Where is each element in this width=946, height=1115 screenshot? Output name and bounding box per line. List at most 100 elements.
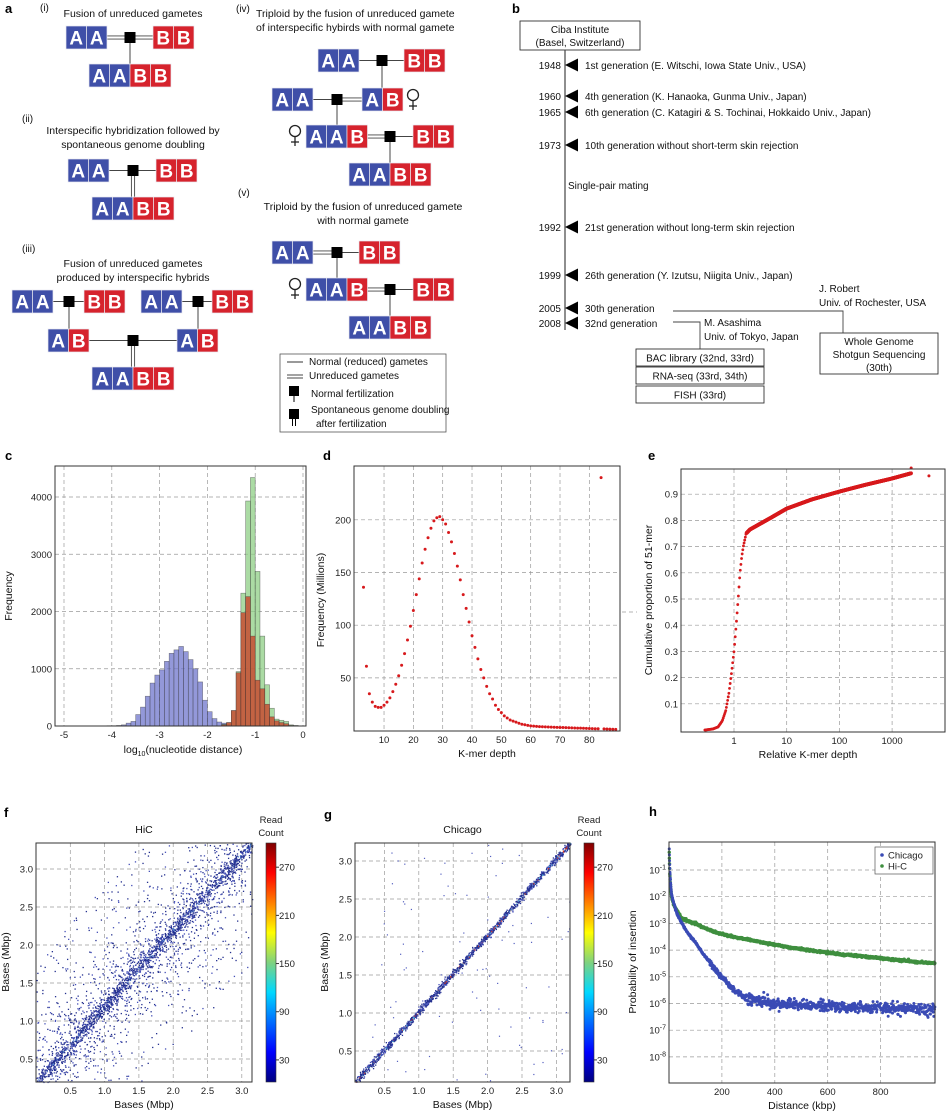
heatmap-cell: [185, 925, 187, 927]
heatmap-cell: [83, 1020, 86, 1022]
heatmap-cell: [185, 910, 188, 912]
heatmap-cell: [166, 991, 168, 994]
data-point: [537, 725, 541, 729]
heatmap-cell: [102, 1058, 104, 1061]
heatmap-cell: [126, 948, 129, 950]
heatmap-cell: [107, 957, 109, 960]
event-text: 6th generation (C. Katagiri & S. Tochina…: [585, 108, 871, 119]
data-point: [373, 704, 377, 708]
heatmap-cell: [222, 884, 224, 886]
panel-c-histogram: -5 -4 -3 -2 -1 001000200030004000Frequencylog…: [3, 465, 307, 758]
heatmap-cell: [210, 875, 212, 877]
heatmap-cell: [92, 1026, 95, 1028]
heatmap-cell: [116, 994, 118, 997]
heatmap-cell: [71, 1021, 73, 1024]
heatmap-cell: [244, 871, 246, 873]
heatmap-cell: [139, 930, 141, 932]
heatmap-cell: [200, 892, 202, 895]
heatmap-cell: [142, 997, 144, 999]
heatmap-cell: [56, 1063, 58, 1065]
heatmap-cell: [148, 950, 150, 952]
heatmap-cell: [175, 930, 178, 932]
heatmap-cell: [227, 871, 229, 873]
panel-label-h: h: [649, 804, 657, 819]
heatmap-cell: [191, 898, 194, 900]
heatmap-cell: [219, 879, 221, 882]
heatmap-cell: [179, 917, 181, 920]
heatmap-cell: [102, 958, 104, 960]
heatmap-cell: [126, 907, 128, 909]
heatmap-cell: [212, 949, 214, 951]
heatmap-cell: [65, 1040, 67, 1042]
panel-e-cumulative-proportion: 1 10 100 10000.10.20.30.40.50.60.70.80.9Cum…: [643, 466, 946, 761]
genome-label: BB: [156, 29, 197, 50]
heatmap-cell: [203, 902, 206, 905]
x-tick-label: 1.0: [412, 1086, 425, 1097]
heatmap-cell: [135, 970, 137, 972]
heatmap-cell: [157, 886, 159, 888]
heatmap-cell: [221, 861, 223, 863]
genome-a-cell: [292, 240, 314, 265]
genome-label: BB: [416, 281, 457, 302]
heatmap-cell: [111, 1051, 113, 1053]
heatmap-cell: [105, 1010, 108, 1012]
heatmap-cell: [184, 923, 186, 925]
heatmap-cell: [89, 1026, 91, 1028]
heatmap-cell: [173, 917, 175, 919]
heatmap-cell: [152, 887, 154, 889]
heatmap-cell: [200, 925, 202, 927]
genome-label: AAB: [309, 281, 371, 302]
heatmap-cell: [182, 893, 184, 895]
heatmap-cell: [101, 1017, 103, 1019]
heatmap-cell: [183, 918, 185, 920]
data-point: [376, 705, 380, 709]
genome-block: AA: [65, 25, 108, 50]
heatmap-cell: [167, 940, 169, 942]
heatmap-cell: [373, 1056, 376, 1058]
genome-a-cell: [292, 87, 314, 112]
heatmap-cell: [168, 963, 171, 965]
data-point: [726, 698, 730, 702]
heatmap-cell: [112, 946, 115, 949]
heatmap-cell: [125, 1041, 127, 1043]
heatmap-cell: [209, 844, 212, 847]
heatmap-cell: [106, 1059, 108, 1061]
heatmap-cell: [235, 929, 237, 931]
heatmap-cell: [215, 869, 217, 871]
resource-box-label: FISH (33rd): [674, 391, 726, 402]
heatmap-cell: [249, 893, 252, 895]
heatmap-cell: [66, 948, 68, 950]
heatmap-cell: [66, 958, 69, 961]
heatmap-cell: [51, 1075, 53, 1077]
heatmap-cell: [91, 1031, 93, 1033]
heatmap-cell: [95, 939, 97, 942]
data-point: [432, 519, 436, 523]
heatmap-cell: [126, 971, 128, 973]
heatmap-cell: [137, 1007, 139, 1010]
heatmap-cell: [127, 958, 129, 960]
heatmap-cell: [40, 965, 42, 967]
heatmap-cell: [44, 1036, 46, 1038]
heatmap-cell: [107, 996, 109, 998]
heatmap-cell: [41, 1014, 43, 1016]
heatmap-cell: [158, 940, 160, 942]
heatmap-cell: [168, 938, 170, 940]
heatmap-cell: [162, 933, 164, 936]
heatmap-cell: [95, 1006, 97, 1008]
heatmap-cell: [65, 968, 67, 970]
heatmap-cell: [139, 910, 141, 912]
heatmap-cell: [208, 901, 210, 903]
heatmap-cell: [37, 1049, 39, 1052]
data-point: [397, 674, 401, 678]
heatmap-cell: [117, 900, 120, 902]
heatmap-cell: [84, 1048, 86, 1050]
heatmap-cell: [187, 910, 190, 913]
heatmap-cell: [155, 950, 157, 952]
heatmap-cell: [93, 978, 95, 980]
heatmap-cell: [207, 924, 210, 927]
heatmap-cell: [144, 853, 146, 855]
heatmap-cell: [83, 1055, 85, 1057]
heatmap-cell: [197, 934, 199, 937]
heatmap-cell: [177, 909, 179, 911]
x-tick-label: -1: [251, 730, 259, 741]
